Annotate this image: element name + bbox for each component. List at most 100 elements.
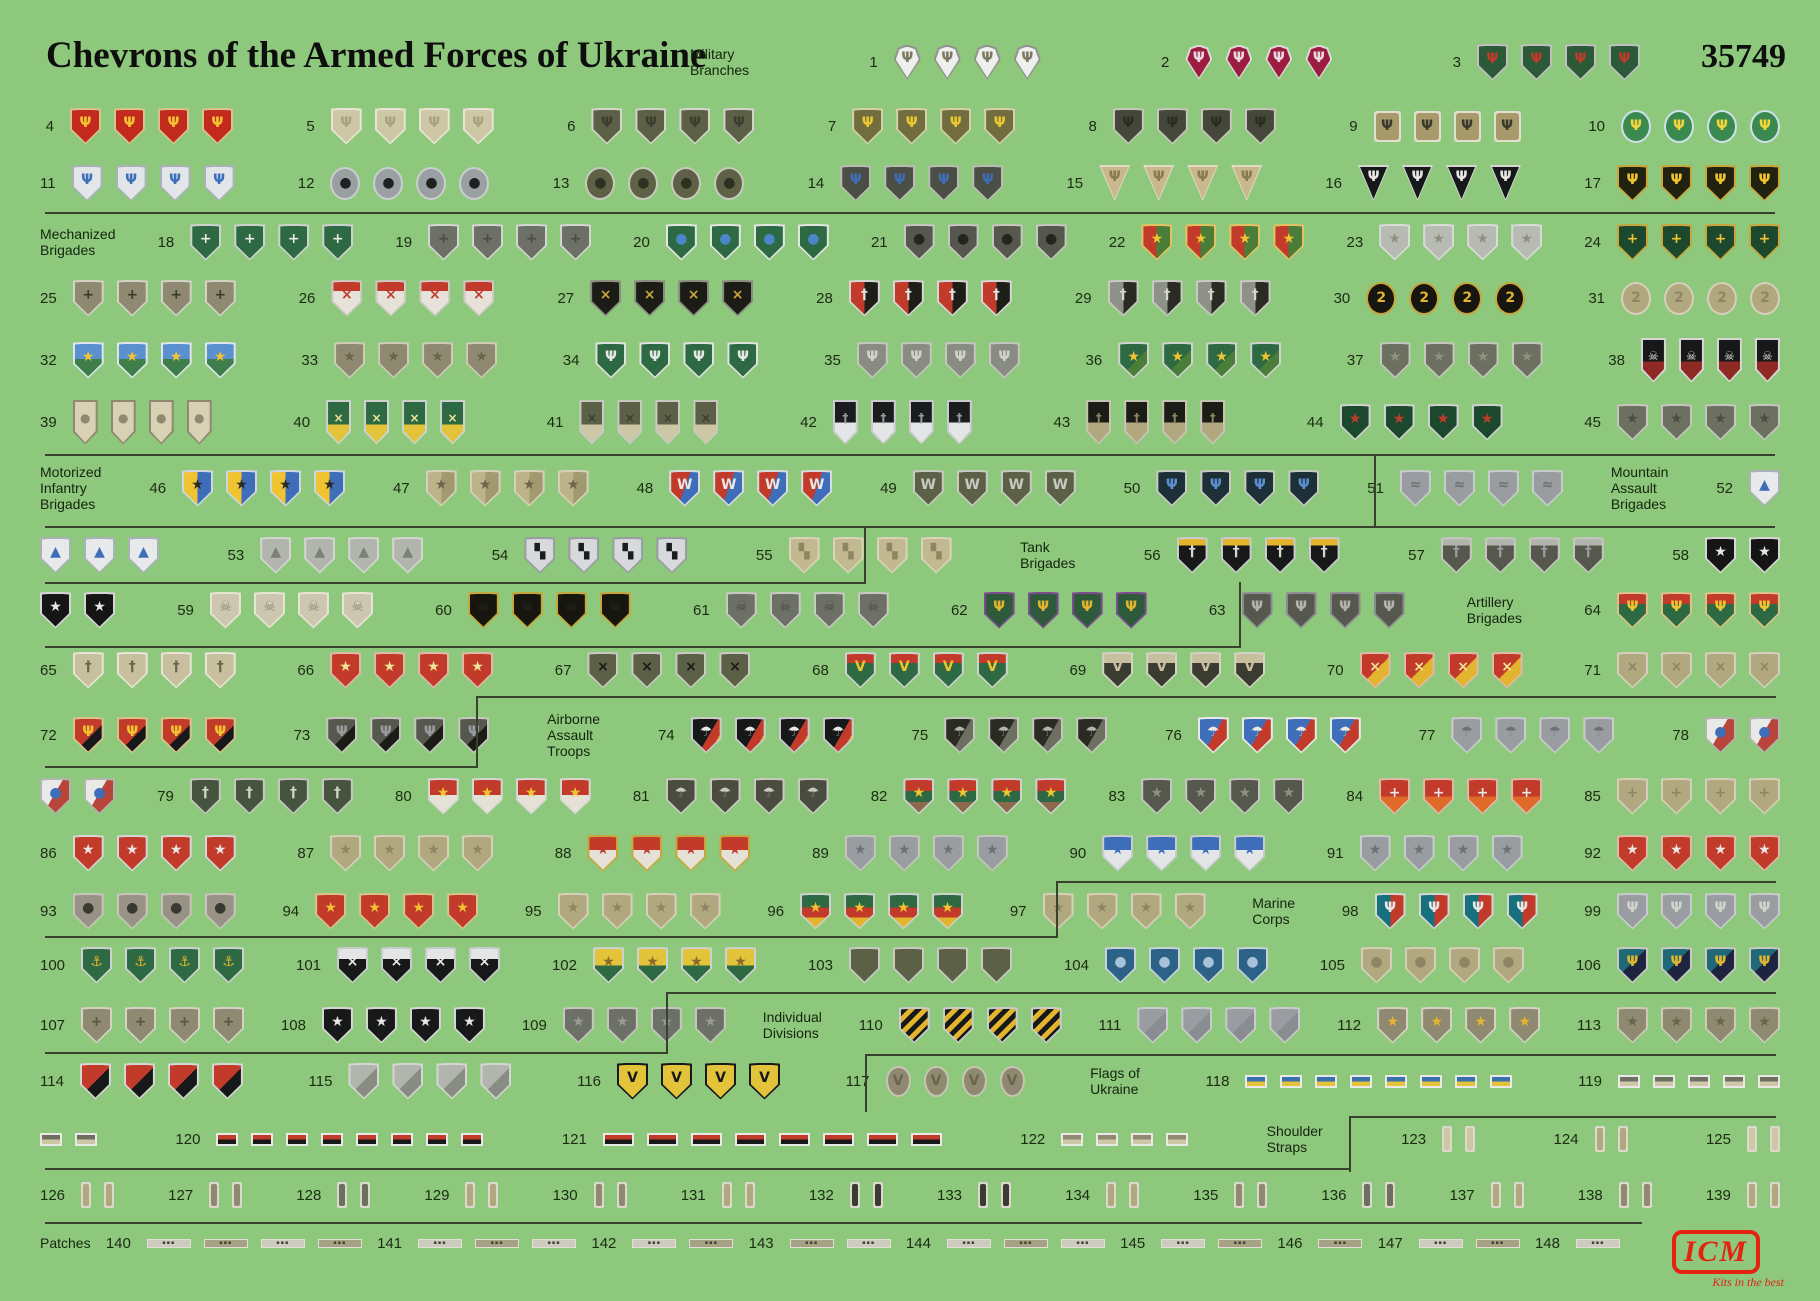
emblem-glyph: ★ <box>1758 411 1771 427</box>
chevron-patch-face: ★ <box>1236 836 1264 870</box>
emblem-glyph: Ψ <box>1411 169 1424 185</box>
chevron-patch: ★ <box>932 892 964 930</box>
chevron-patch: ≈ <box>1487 469 1519 507</box>
chevron-patch-face: + <box>1706 779 1734 813</box>
emblem-glyph: Ψ <box>1122 115 1135 131</box>
chevron-patch-face: ★ <box>1132 894 1160 928</box>
emblem-glyph: ★ <box>383 659 396 675</box>
chevron-patch: ★ <box>72 834 104 872</box>
chevron-patch: ▚ <box>524 536 556 574</box>
group-number: 144 <box>905 1234 931 1252</box>
emblem-glyph: ● <box>1458 954 1471 970</box>
chevron-patch-face <box>1457 1076 1476 1086</box>
emblem-glyph: ▪▪▪ <box>805 1239 819 1246</box>
emblem-glyph: ★ <box>572 1014 585 1030</box>
chevron-patch-face: † <box>1178 538 1206 572</box>
chevron-patch: ★ <box>1206 341 1238 379</box>
chevron-patch-face <box>1422 1076 1441 1086</box>
group-number: 118 <box>1205 1072 1230 1090</box>
emblem-glyph: + <box>481 231 494 247</box>
chevron-patch: ● <box>330 166 361 200</box>
emblem-glyph: V <box>1156 659 1168 675</box>
group-number: 89 <box>812 844 829 862</box>
chevron-patch-face: ★ <box>683 948 710 982</box>
chevron-patch-face <box>323 1134 342 1144</box>
patch-group: 10 Ψ Ψ Ψ Ψ <box>1588 109 1780 143</box>
patch-group: 90 ★ ★ ★ ★ <box>1070 834 1266 872</box>
chevron-patch-face: Ψ <box>1706 948 1734 982</box>
chevron-patch-face <box>1247 1076 1266 1086</box>
emblem-glyph: ★ <box>1386 1014 1399 1030</box>
chevron-patch: ⚓ <box>125 946 157 984</box>
chevron-patch-face: ≈ <box>1401 471 1429 505</box>
emblem-glyph: † <box>245 785 253 801</box>
emblem-glyph: ★ <box>602 954 615 970</box>
emblem-glyph: ★ <box>522 477 536 493</box>
chevron-patch-face <box>1168 1134 1187 1144</box>
chevron-patch-face: Ψ <box>1618 166 1646 200</box>
chevron-patch: ★ <box>116 341 148 379</box>
chevron-patch: 2 <box>1452 281 1483 315</box>
group-number: 91 <box>1326 844 1344 862</box>
chevron-patch: Ψ <box>326 716 358 754</box>
chevron-patch <box>426 1132 449 1146</box>
group-number: 52 <box>1716 479 1733 497</box>
group-number: 110 <box>858 1016 883 1034</box>
group-number: 132 <box>808 1186 834 1204</box>
chevron-patch: † <box>892 279 924 317</box>
chevron-patch-face: ★ <box>1379 1008 1407 1042</box>
emblem-glyph: Ψ <box>1499 169 1512 185</box>
chevron-patch: × <box>1403 651 1435 689</box>
chevron-patch-face <box>944 1008 972 1042</box>
emblem-glyph: ☠ <box>734 599 748 615</box>
patch-group: 70 × × × × <box>1327 651 1523 689</box>
chevron-patch: ★ <box>1102 834 1134 872</box>
patch-group: 76 ☂ ☂ ☂ ☂ <box>1165 716 1361 754</box>
section-label: Motorized Infantry Brigades <box>40 464 101 512</box>
chevron-patch: V <box>1146 651 1178 689</box>
chevron-patch-face: ☠ <box>1642 339 1664 381</box>
emblem-glyph: ★ <box>1194 785 1207 801</box>
patch-group: 20 ● ● ● ● <box>633 223 829 261</box>
chevron-patch: Ψ <box>374 107 406 145</box>
chevron-patch: † <box>980 279 1012 317</box>
kit-number: 35749 <box>1701 38 1786 75</box>
chevron-patch-face: Ψ <box>1243 593 1271 627</box>
group-number: 50 <box>1123 479 1141 497</box>
chevron-patch <box>1234 1182 1245 1208</box>
chevron-patch: × <box>1748 651 1780 689</box>
patch-group: 101 × × × × <box>296 946 501 984</box>
chevron-patch: × <box>402 399 428 445</box>
chevron-patch-face: ★ <box>1662 1008 1690 1042</box>
section-label-line: Brigades <box>1610 496 1667 512</box>
chevron-patch: Ψ <box>203 164 235 202</box>
chevron-patch: × <box>364 399 390 445</box>
chevron-patch-face <box>982 948 1010 982</box>
emblem-glyph: † <box>1540 544 1548 560</box>
chevron-patch: Ψ <box>1621 109 1651 143</box>
patch-group: 31 2 2 2 2 <box>1588 281 1780 315</box>
chevron-patch-face <box>1352 1076 1371 1086</box>
chevron-patch-face: Ψ <box>464 109 492 143</box>
chevron-patch-face: ★ <box>1750 1008 1778 1042</box>
chevron-patch: × <box>337 946 369 984</box>
chevron-patch: × <box>579 399 605 445</box>
group-number: 108 <box>280 1016 306 1034</box>
chevron-patch: ● <box>671 166 702 200</box>
group-number: 44 <box>1306 413 1324 431</box>
chevron-patch-face: Ψ <box>1145 167 1173 199</box>
chevron-patch: † <box>1528 536 1560 574</box>
chevron-patch: ● <box>40 777 71 815</box>
chevron-patch: Ψ <box>1704 946 1736 984</box>
chevron-patch: ☠ <box>769 591 801 629</box>
emblem-glyph: ☂ <box>1339 724 1352 740</box>
emblem-glyph: ★ <box>596 842 610 858</box>
chevron-patch: 2 <box>1621 281 1651 315</box>
chevron-patch: Ψ <box>1112 107 1144 145</box>
emblem-glyph: ≈ <box>1497 477 1510 493</box>
chevron-patch <box>1385 1074 1408 1088</box>
emblem-glyph: + <box>1626 231 1639 247</box>
chevron-patch: × <box>469 946 501 984</box>
